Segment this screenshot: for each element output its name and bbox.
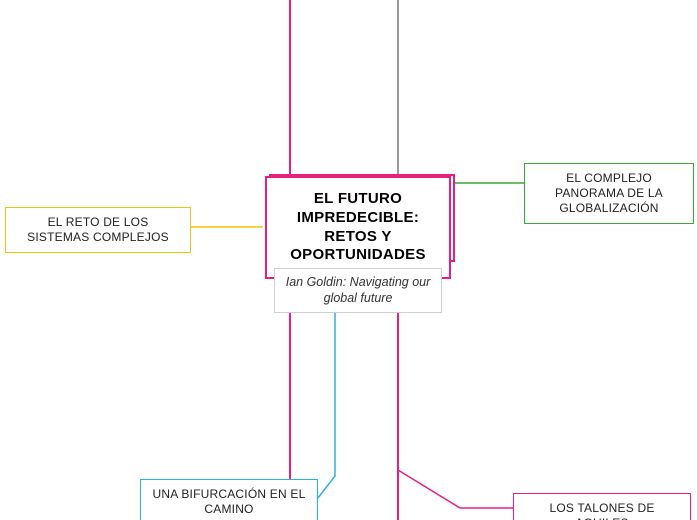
subtitle-node[interactable]: Ian Goldin: Navigating our global future: [274, 268, 442, 313]
leaf-globalizacion[interactable]: EL COMPLEJO PANORAMA DE LA GLOBALIZACIÓN: [524, 163, 694, 224]
subtitle-text: Ian Goldin: Navigating our global future: [286, 275, 431, 305]
leaf-sistemas[interactable]: EL RETO DE LOS SISTEMAS COMPLEJOS: [5, 207, 191, 253]
center-node[interactable]: EL FUTURO IMPREDECIBLE: RETOS Y OPORTUNI…: [265, 176, 451, 279]
leaf-label: EL COMPLEJO PANORAMA DE LA GLOBALIZACIÓN: [555, 171, 663, 215]
leaf-bifurcacion[interactable]: UNA BIFURCACIÓN EN EL CAMINO: [140, 479, 318, 520]
leaf-label: LOS TALONES DE AQUILES: [549, 501, 654, 520]
leaf-label: UNA BIFURCACIÓN EN EL CAMINO: [153, 487, 306, 516]
leaf-aquiles[interactable]: LOS TALONES DE AQUILES: [513, 493, 691, 520]
center-title: EL FUTURO IMPREDECIBLE: RETOS Y OPORTUNI…: [290, 190, 426, 263]
leaf-label: EL RETO DE LOS SISTEMAS COMPLEJOS: [27, 215, 169, 244]
